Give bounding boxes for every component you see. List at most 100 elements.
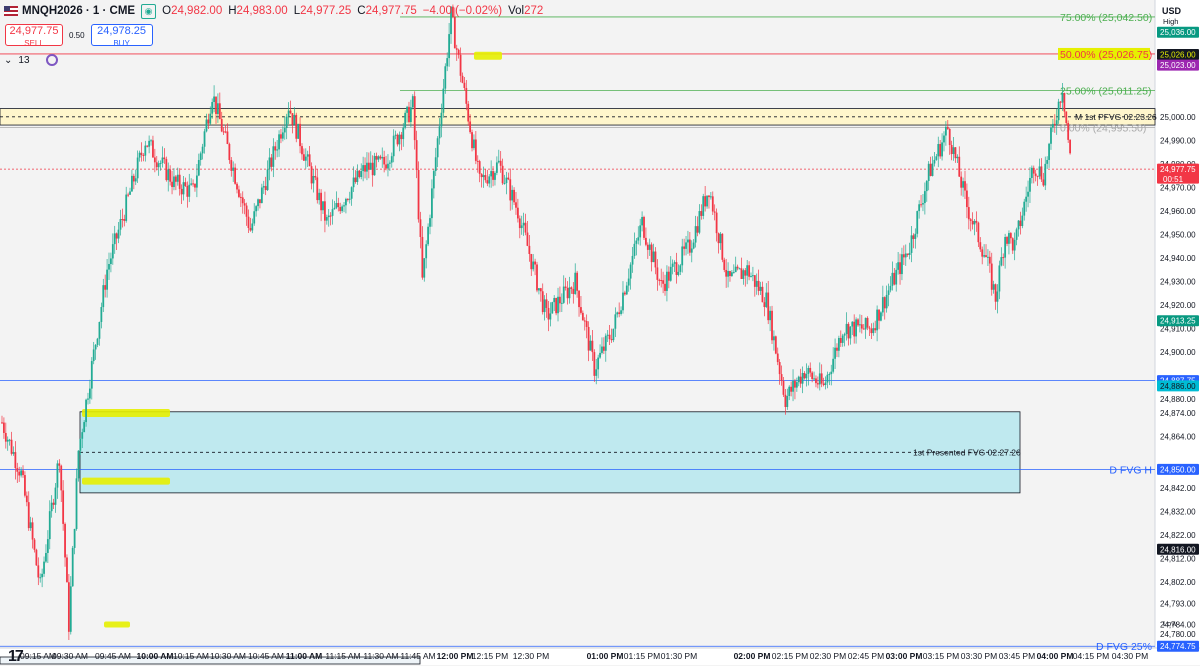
candle-body: [484, 175, 487, 181]
candle-body: [67, 582, 70, 632]
level-label-fib-75: 75.00% (25,042.50): [1060, 12, 1152, 24]
candle-body: [339, 207, 342, 212]
candle-body: [1069, 139, 1071, 154]
candle-body: [54, 487, 57, 505]
tradingview-logo[interactable]: 17: [8, 648, 24, 665]
candle-body: [83, 422, 86, 433]
candle-body: [318, 192, 321, 201]
x-tick-label: 12:15 PM: [472, 651, 508, 661]
candle-body: [310, 166, 313, 184]
candle-body: [6, 439, 9, 442]
buy-price: 24,978.25: [97, 25, 147, 37]
symbol-name[interactable]: MNQH2026 · 1 · CME: [22, 5, 136, 17]
candle-body: [958, 156, 961, 177]
candle-body: [432, 171, 435, 189]
badge-price-d-fvg-25: 24,774.75: [1160, 642, 1196, 651]
candle-body: [415, 140, 418, 171]
buy-button[interactable]: 24,978.25 BUY: [90, 24, 153, 48]
candle-body: [1011, 238, 1014, 251]
candle-body: [111, 244, 114, 259]
candle-body: [259, 199, 261, 204]
open-label: O: [162, 5, 172, 17]
candle-body: [587, 326, 590, 351]
currency-label: USD: [1162, 6, 1182, 16]
sync-circle-icon[interactable]: [45, 54, 58, 66]
candle-body: [669, 266, 672, 281]
candle-body: [129, 191, 131, 195]
candle-body: [820, 373, 823, 384]
candle-body: [320, 192, 322, 211]
low-label: L: [293, 5, 301, 17]
candle-body: [962, 181, 964, 188]
candle-body: [559, 296, 561, 304]
candle-body: [562, 286, 565, 303]
candle-body: [992, 284, 995, 290]
candle-body: [956, 156, 959, 159]
y-tick-label: 24,832.00: [1160, 508, 1196, 517]
candle-body: [46, 539, 49, 553]
candle-body: [119, 219, 122, 230]
candle-body: [373, 155, 376, 176]
candle-body: [532, 261, 535, 270]
x-tick-label: 11:00 AM: [286, 651, 323, 661]
candle-body: [667, 271, 670, 281]
candle-body: [677, 271, 680, 275]
candle-body: [790, 386, 793, 392]
sell-button[interactable]: 24,977.75 SELL: [5, 24, 63, 48]
badge-dark: [1157, 543, 1199, 555]
candle-body: [981, 249, 984, 257]
candle-body: [1009, 233, 1012, 239]
visibility-eye-icon[interactable]: ◉: [141, 3, 157, 19]
candle-body: [966, 190, 968, 208]
candle-body: [322, 201, 324, 211]
candle-body: [883, 297, 886, 309]
candle-body: [985, 255, 987, 258]
candle-body: [614, 314, 617, 329]
highlight-mark: [82, 477, 170, 485]
candle-body: [180, 188, 183, 195]
candle-body: [723, 259, 726, 270]
candle-body: [1030, 167, 1033, 178]
candle-body: [646, 244, 649, 250]
candle-body: [155, 162, 158, 168]
candle-body: [132, 175, 135, 182]
candle-body: [549, 313, 552, 320]
candle-body: [763, 302, 766, 308]
candle-body: [572, 288, 575, 295]
candle-body: [534, 261, 536, 265]
candle-body: [494, 172, 496, 180]
candle-body: [199, 153, 202, 160]
candle-body: [935, 156, 938, 160]
candle-body: [608, 334, 611, 340]
candle-body: [662, 280, 665, 284]
candle-body: [874, 328, 877, 331]
candle-body: [41, 573, 44, 578]
candle-body: [715, 212, 718, 234]
indicator-toggle[interactable]: ⌄ 13: [4, 54, 58, 66]
candle-body: [679, 265, 682, 272]
candle-body: [113, 233, 116, 245]
candle-body: [849, 326, 852, 339]
candle-body: [226, 131, 229, 145]
candle-body: [1042, 179, 1045, 186]
candle-body: [899, 262, 901, 275]
candle-body: [423, 258, 426, 278]
candle-body: [473, 139, 475, 149]
candle-body: [234, 167, 237, 184]
candle-body: [834, 347, 836, 359]
candle-body: [257, 199, 259, 207]
candle-body: [383, 156, 386, 165]
candle-body: [860, 324, 863, 329]
zone-label-m-pfvg: M 1st PFVG 02.23.26: [1075, 112, 1157, 122]
candle-body: [165, 159, 168, 181]
candle-body: [486, 180, 489, 184]
candle-body: [757, 280, 760, 291]
chevron-down-icon[interactable]: ⌄: [4, 54, 13, 66]
candle-body: [324, 201, 326, 221]
x-tick-label: 03:30 PM: [961, 651, 997, 661]
candle-body: [836, 347, 838, 351]
candle-body: [778, 362, 781, 375]
candle-body: [895, 269, 898, 285]
